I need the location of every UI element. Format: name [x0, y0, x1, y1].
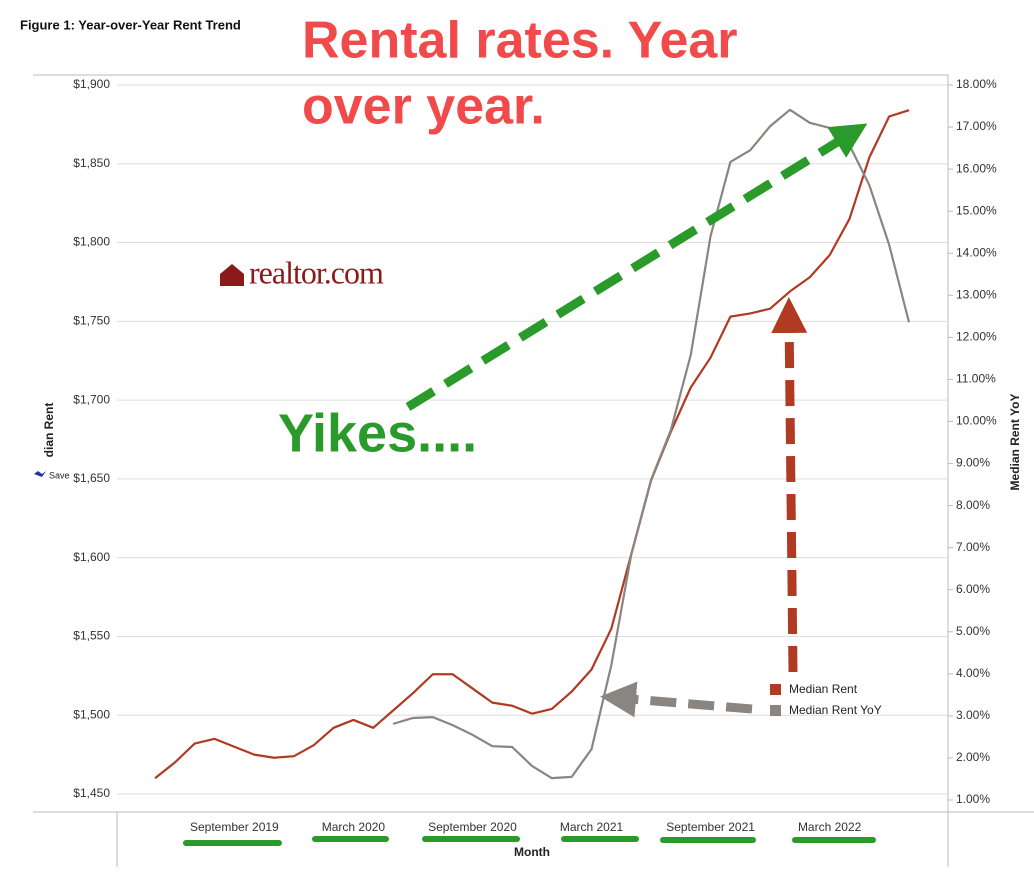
- x-tick-label: September 2020: [428, 820, 517, 834]
- y2-tick-label: 2.00%: [956, 750, 990, 764]
- y2-tick-label: 16.00%: [956, 161, 997, 175]
- y2-tick-label: 13.00%: [956, 287, 997, 301]
- exclamation: Yikes....: [278, 403, 477, 463]
- y2-tick-label: 14.00%: [956, 245, 997, 259]
- y2-axis-title: Median Rent YoY: [1008, 394, 1022, 491]
- y2-tick-label: 8.00%: [956, 498, 990, 512]
- x-tick-label: September 2021: [666, 820, 755, 834]
- y-tick-label: $1,750: [73, 314, 110, 328]
- y-tick-label: $1,600: [73, 550, 110, 564]
- y2-tick-label: 6.00%: [956, 582, 990, 596]
- y2-tick-label: 15.00%: [956, 203, 997, 217]
- y2-tick-label: 7.00%: [956, 540, 990, 554]
- x-tick-label: March 2021: [560, 820, 624, 834]
- series-line: [154, 109, 910, 780]
- y2-tick-label: 18.00%: [956, 77, 997, 91]
- plot: $1,450 $1,500 $1,550 $1,600 $1,650 $1,700 $1,7…: [73, 77, 997, 834]
- legend-label: Median Rent YoY: [789, 703, 882, 717]
- figure-title: Figure 1: Year-over-Year Rent Trend: [20, 17, 241, 32]
- legend-label: Median Rent: [789, 682, 858, 696]
- y-tick-label: $1,450: [73, 786, 110, 800]
- save-icon: [34, 471, 46, 477]
- y2-tick-label: 5.00%: [956, 624, 990, 638]
- y2-tick-label: 17.00%: [956, 119, 997, 133]
- x-tick-label: March 2020: [322, 820, 386, 834]
- x-tick-label: September 2019: [190, 820, 279, 834]
- y2-tick-label: 3.00%: [956, 708, 990, 722]
- y2-tick-label: 12.00%: [956, 330, 997, 344]
- y2-tick-label: 10.00%: [956, 414, 997, 428]
- y-tick-label: $1,500: [73, 707, 110, 721]
- y2-tick-label: 9.00%: [956, 456, 990, 470]
- headline: over year.: [302, 78, 545, 136]
- y-tick-label: $1,800: [73, 235, 110, 249]
- y2-tick-label: 11.00%: [956, 372, 996, 386]
- y2-tick-label: 1.00%: [956, 792, 990, 806]
- frame: [33, 74, 1034, 867]
- series-line: [392, 108, 911, 780]
- y-tick-label: $1,700: [73, 392, 110, 406]
- logo-text: realtor.com: [249, 254, 384, 290]
- legend-swatch: [770, 705, 781, 716]
- y2-tick-label: 4.00%: [956, 666, 990, 680]
- logo: realtor.com: [220, 254, 385, 290]
- y-axis-title: dian Rent: [42, 403, 56, 458]
- y-tick-label: $1,850: [73, 156, 110, 170]
- headline: Rental rates. Year: [302, 12, 738, 70]
- x-tick-label: March 2022: [798, 820, 862, 834]
- x-axis-title: Month: [514, 845, 550, 859]
- annotations: [183, 123, 876, 846]
- y-tick-label: $1,650: [73, 471, 110, 485]
- y-tick-label: $1,900: [73, 77, 110, 91]
- legend-swatch: [770, 684, 781, 695]
- y-tick-label: $1,550: [73, 629, 110, 643]
- save-label: Save: [49, 470, 70, 480]
